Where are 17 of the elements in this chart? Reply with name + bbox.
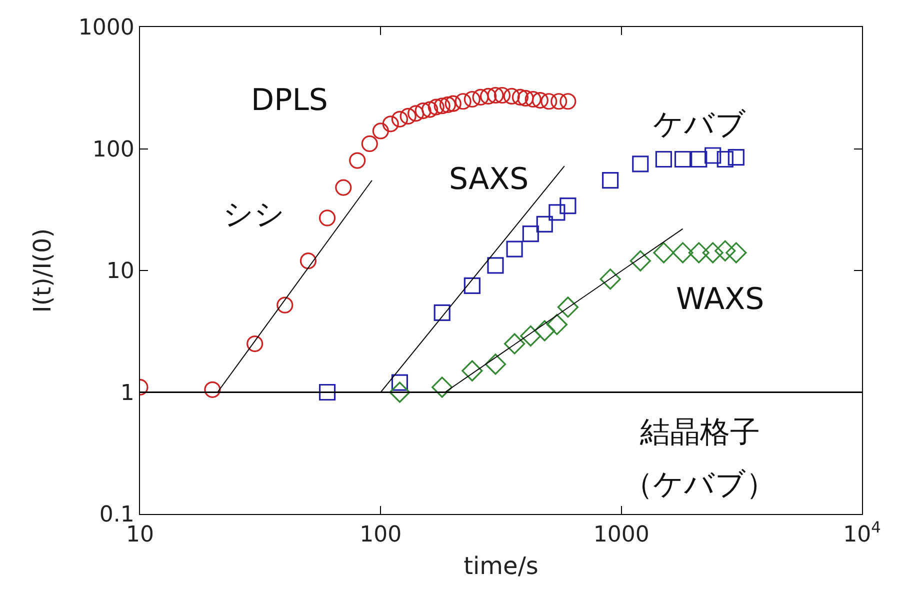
x-tick-label: 10$^{4}$: [843, 518, 881, 548]
annotation: ケバブ: [653, 107, 746, 142]
x-tick-label: 100: [360, 522, 402, 548]
annotation: WAXS: [676, 282, 764, 317]
x-tick-label: 10: [126, 522, 154, 548]
annotation: DPLS: [251, 83, 328, 118]
x-tick-label: 1000: [593, 522, 650, 548]
x-axis-title: time/s: [464, 552, 538, 580]
annotation: シシ: [223, 197, 285, 232]
y-tick-label: 10: [106, 259, 134, 284]
y-tick-label: 1000: [78, 16, 134, 41]
annotation: （ケバブ）: [623, 467, 776, 502]
annotation: SAXS: [449, 162, 529, 197]
y-tick-label: 1: [120, 380, 134, 406]
y-axis-title: I(t)/I(0): [28, 228, 57, 313]
y-tick-label: 100: [92, 137, 134, 162]
annotation: 結晶格子: [639, 415, 760, 450]
